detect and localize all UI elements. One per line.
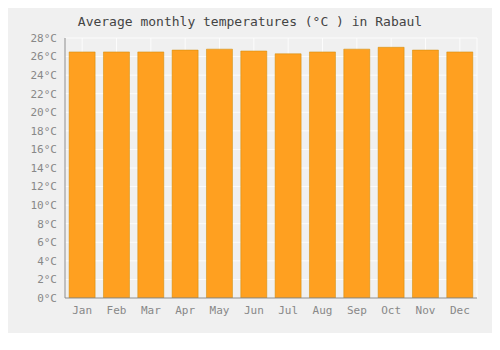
- html-text:Average monthly temperatures (: Average monthly temperatures (°C ) in Ra…: [77, 14, 423, 29]
- svg-text:Mar: Mar: [141, 304, 161, 317]
- svg-text:10°C: 10°C: [31, 199, 58, 212]
- svg-text:Apr: Apr: [175, 304, 195, 317]
- svg-text:May: May: [210, 304, 230, 317]
- svg-text:28°C: 28°C: [31, 33, 58, 45]
- svg-text:Jan: Jan: [72, 304, 92, 317]
- svg-text:Aug: Aug: [313, 304, 333, 317]
- svg-text:26°C: 26°C: [31, 50, 58, 63]
- svg-text:24°C: 24°C: [31, 69, 58, 82]
- svg-text:12°C: 12°C: [31, 180, 58, 193]
- svg-text:14°C: 14°C: [31, 162, 58, 175]
- svg-text:18°C: 18°C: [31, 125, 58, 138]
- svg-text:0°C: 0°C: [37, 292, 57, 305]
- svg-text:Feb: Feb: [107, 304, 127, 317]
- svg-text:Nov: Nov: [416, 304, 436, 317]
- svg-text:Jul: Jul: [278, 304, 298, 317]
- svg-text:Oct: Oct: [381, 304, 401, 317]
- svg-text:Jun: Jun: [244, 304, 264, 317]
- svg-text:4°C: 4°C: [37, 255, 57, 268]
- svg-text:20°C: 20°C: [31, 106, 58, 119]
- svg-text:2°C: 2°C: [37, 273, 57, 286]
- svg-text:6°C: 6°C: [37, 236, 57, 249]
- svg-text:Sep: Sep: [347, 304, 367, 317]
- svg-text:Dec: Dec: [450, 304, 470, 317]
- svg-text:8°C: 8°C: [37, 218, 57, 231]
- svg-text:22°C: 22°C: [31, 88, 58, 101]
- svg-text:16°C: 16°C: [31, 143, 58, 156]
